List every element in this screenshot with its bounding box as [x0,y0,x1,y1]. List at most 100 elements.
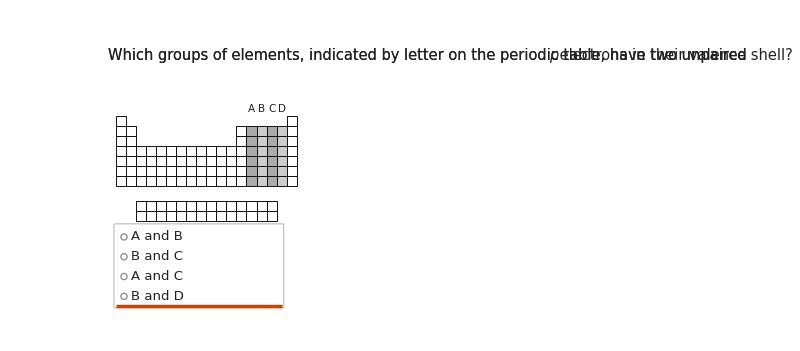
Bar [266,136,277,146]
Text: D: D [278,104,286,114]
Bar [257,166,266,176]
Bar [246,156,257,166]
Bar [115,116,126,126]
Bar [146,166,156,176]
Text: Which groups of elements, indicated by letter on the periodic table, have two un: Which groups of elements, indicated by l… [108,48,751,63]
Bar [246,166,257,176]
Bar [257,146,266,156]
Circle shape [121,254,127,260]
Bar [246,201,257,211]
Bar [277,126,286,136]
Bar [146,211,156,221]
Text: A and C: A and C [131,270,183,283]
Text: B and C: B and C [131,250,183,263]
Bar [237,211,246,221]
Bar [166,156,176,166]
Bar [126,176,136,186]
Bar [237,201,246,211]
Bar [126,136,136,146]
Bar [286,176,297,186]
Circle shape [121,293,127,299]
Bar [176,176,186,186]
Bar [237,176,246,186]
Bar [136,176,146,186]
Text: A and B: A and B [131,230,183,244]
Bar [196,156,206,166]
Bar [115,176,126,186]
Bar [237,126,246,136]
Bar [156,201,166,211]
Bar [216,146,226,156]
Bar [237,166,246,176]
Bar [166,166,176,176]
Bar [186,201,196,211]
Text: C: C [268,104,275,114]
Bar [176,201,186,211]
Bar [156,176,166,186]
Bar [136,211,146,221]
Bar [146,156,156,166]
Bar [156,156,166,166]
Bar [156,166,166,176]
Bar [206,176,216,186]
Bar [277,166,286,176]
Bar [156,211,166,221]
Bar [126,166,136,176]
Bar [146,176,156,186]
Circle shape [121,234,127,240]
Bar [216,211,226,221]
Bar [266,156,277,166]
Bar [186,146,196,156]
Bar [136,166,146,176]
Bar [286,116,297,126]
Bar [286,136,297,146]
Bar [186,176,196,186]
Bar [146,201,156,211]
Bar [196,176,206,186]
Text: B: B [258,104,265,114]
Bar [115,166,126,176]
Bar [166,201,176,211]
Bar [246,146,257,156]
Bar [257,126,266,136]
Bar [237,156,246,166]
Bar [277,146,286,156]
Bar [226,211,237,221]
Bar [226,166,237,176]
Bar [176,166,186,176]
Bar [286,166,297,176]
Bar [176,211,186,221]
Bar [136,156,146,166]
Bar [196,166,206,176]
Bar [115,136,126,146]
Bar [246,211,257,221]
Bar [115,156,126,166]
FancyBboxPatch shape [114,224,284,308]
Bar [166,211,176,221]
Bar [186,211,196,221]
Bar [257,211,266,221]
Bar [277,156,286,166]
Bar [226,156,237,166]
Bar [126,156,136,166]
Bar [126,126,136,136]
Bar [206,211,216,221]
Bar [196,146,206,156]
Circle shape [121,273,127,280]
Bar [196,211,206,221]
Text: B and D: B and D [131,290,184,303]
Bar [206,156,216,166]
Bar [216,156,226,166]
Bar [206,201,216,211]
Bar [257,201,266,211]
Bar [186,156,196,166]
Bar [156,146,166,156]
Bar [286,156,297,166]
Bar [166,176,176,186]
Bar [246,136,257,146]
Bar [257,136,266,146]
Bar [266,201,277,211]
Bar [216,166,226,176]
Text: A: A [248,104,255,114]
Bar [286,126,297,136]
